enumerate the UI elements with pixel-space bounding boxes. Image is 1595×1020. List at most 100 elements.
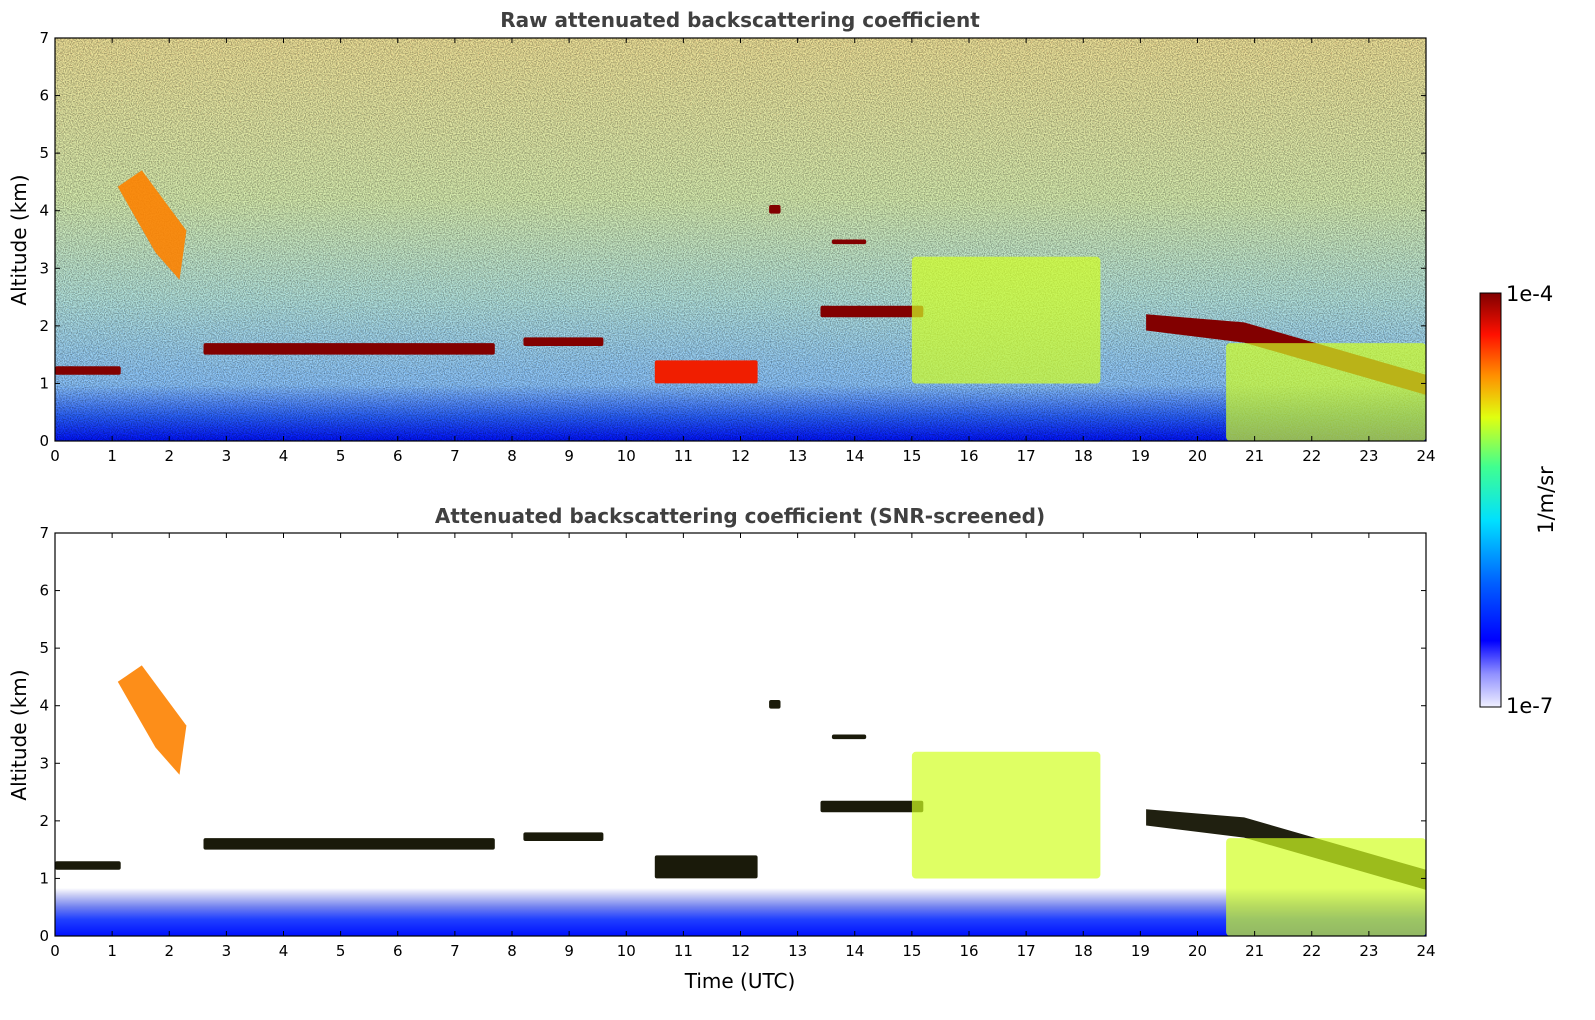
x-tick-label: 3 [222,942,232,960]
y-tick-label: 3 [39,754,49,772]
x-tick-label: 18 [1074,447,1093,465]
y-tick-label: 3 [39,259,49,277]
feature-broken-cloud [654,360,758,384]
x-tick-label: 11 [674,447,693,465]
y-tick-label: 7 [39,524,49,542]
x-tick-label: 12 [731,447,750,465]
ylabel-screened: Altitude (km) [7,669,31,800]
feature-cloud-layer [523,337,604,346]
colorbar-min-label: 1e-7 [1506,694,1553,718]
feature-cloud-layer [203,838,495,850]
screened-boundary-layer [55,888,1426,936]
y-tick-label: 0 [39,927,49,945]
feature-cloud-patch [831,239,867,245]
x-tick-label: 10 [617,942,636,960]
x-tick-label: 1 [107,447,117,465]
x-tick-label: 23 [1359,447,1378,465]
x-tick-label: 8 [507,447,517,465]
x-tick-label: 4 [279,447,289,465]
x-tick-label: 18 [1074,942,1093,960]
feature-cloud-layer [203,343,495,355]
colorbar-gradient [1479,292,1502,708]
feature-cloud-patch [769,700,781,709]
colorbar-max-label: 1e-4 [1506,282,1553,306]
feature-cloud-patch [769,205,781,214]
x-tick-label: 6 [393,447,403,465]
x-tick-label: 15 [902,942,921,960]
x-tick-label: 1 [107,942,117,960]
y-tick-label: 5 [39,144,49,162]
raw-features [55,170,1426,441]
x-tick-label: 24 [1416,447,1435,465]
x-tick-label: 8 [507,942,517,960]
x-tick-label: 22 [1302,447,1321,465]
x-tick-label: 16 [959,447,978,465]
x-tick-label: 2 [164,942,174,960]
x-tick-label: 2 [164,447,174,465]
plot-area-screened [55,533,1426,936]
x-tick-label: 19 [1131,942,1150,960]
axes-screened: 0 1 2 3 4 5 6 7 8 9 10 11 12 13 14 15 16 17 18 19 20 21 22 23 24… [39,524,1435,960]
x-tick-label: 16 [959,942,978,960]
x-tick-label: 20 [1188,942,1207,960]
x-tick-label: 9 [564,942,574,960]
screened-features [55,665,1426,936]
x-tick-label: 4 [279,942,289,960]
y-tick-label: 2 [39,812,49,830]
panel-raw: Raw attenuated backscattering coefficien… [7,8,1436,465]
feature-cloud-patch [831,734,867,740]
x-tick-label: 22 [1302,942,1321,960]
x-tick-label: 19 [1131,447,1150,465]
feature-low-cloud-layer [55,861,121,870]
x-tick-label: 24 [1416,942,1435,960]
x-tick-label: 14 [845,447,864,465]
y-tick-label: 0 [39,432,49,450]
title-screened: Attenuated backscattering coefficient (S… [435,504,1045,528]
plot-area-raw [55,38,1426,441]
colorbar: 1e-4 1e-7 1/m/sr [1479,282,1558,718]
x-tick-label: 10 [617,447,636,465]
x-tick-label: 13 [788,447,807,465]
colorbar-unit-label: 1/m/sr [1534,466,1558,534]
y-tick-label: 4 [39,202,49,220]
feature-broken-cloud [654,855,758,879]
x-tick-label: 21 [1245,447,1264,465]
y-tick-label: 6 [39,582,49,600]
x-tick-label: 17 [1017,942,1036,960]
y-tick-label: 1 [39,869,49,887]
axes-raw: 0 1 2 3 4 5 6 7 8 9 10 11 12 13 14 15 16 17 18 19 20 21 22 23 24… [39,29,1435,465]
feature-cloud-layer [820,305,924,318]
x-tick-label: 14 [845,942,864,960]
x-tick-label: 9 [564,447,574,465]
x-tick-label: 6 [393,942,403,960]
x-tick-label: 0 [50,447,60,465]
x-tick-label: 7 [450,447,460,465]
feature-cirrus-fall-streak [117,170,187,280]
x-tick-label: 0 [50,942,60,960]
x-tick-label: 21 [1245,942,1264,960]
y-tick-label: 4 [39,697,49,715]
y-tick-label: 2 [39,317,49,335]
title-raw: Raw attenuated backscattering coefficien… [500,8,980,32]
feature-convective-cloud [911,751,1101,879]
x-tick-label: 23 [1359,942,1378,960]
x-tick-label: 3 [222,447,232,465]
y-tick-label: 6 [39,87,49,105]
y-tick-label: 7 [39,29,49,47]
x-tick-label: 5 [336,447,346,465]
x-tick-label: 5 [336,942,346,960]
y-tick-label: 5 [39,639,49,657]
x-tick-label: 12 [731,942,750,960]
x-tick-label: 17 [1017,447,1036,465]
x-tick-label: 20 [1188,447,1207,465]
feature-low-cloud-layer [55,366,121,375]
x-tick-label: 11 [674,942,693,960]
feature-cloud-layer [820,800,924,813]
feature-cirrus-fall-streak [117,665,187,775]
xlabel-screened: Time (UTC) [684,969,796,993]
x-tick-label: 7 [450,942,460,960]
feature-cloud-layer [523,832,604,841]
feature-boundary-layer-aerosol [1226,343,1426,441]
ylabel-raw: Altitude (km) [7,174,31,305]
